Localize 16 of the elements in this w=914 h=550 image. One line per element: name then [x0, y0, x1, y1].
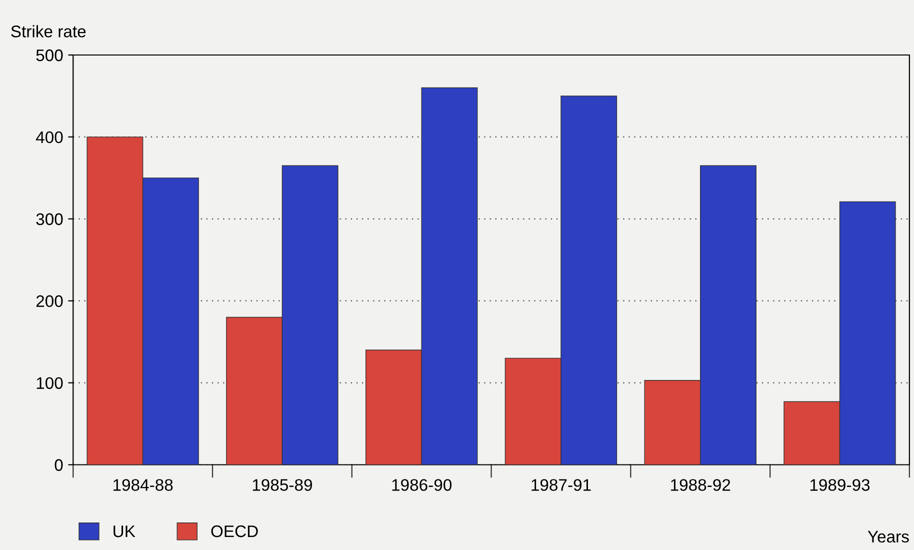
legend-label: OECD: [211, 525, 258, 538]
y-tick-label: 200: [36, 295, 63, 308]
y-tick-label: 500: [36, 49, 63, 62]
x-axis-title: Years: [868, 530, 909, 543]
x-tick-label: 1985-89: [252, 479, 312, 491]
y-axis-title: Strike rate: [11, 25, 86, 38]
y-tick-label: 300: [36, 213, 63, 226]
x-tick-label: 1984-88: [114, 479, 173, 491]
x-tick-label: 1988-92: [671, 479, 730, 491]
x-tick-label: 1986-90: [392, 479, 452, 491]
x-tick-label: 1989-93: [810, 479, 870, 491]
y-tick-label: 100: [36, 377, 63, 390]
y-tick-label: 400: [36, 131, 63, 144]
x-tick-label: 1987-91: [532, 479, 591, 491]
legend-label: UK: [114, 526, 136, 538]
y-tick-label: 0: [54, 459, 63, 471]
